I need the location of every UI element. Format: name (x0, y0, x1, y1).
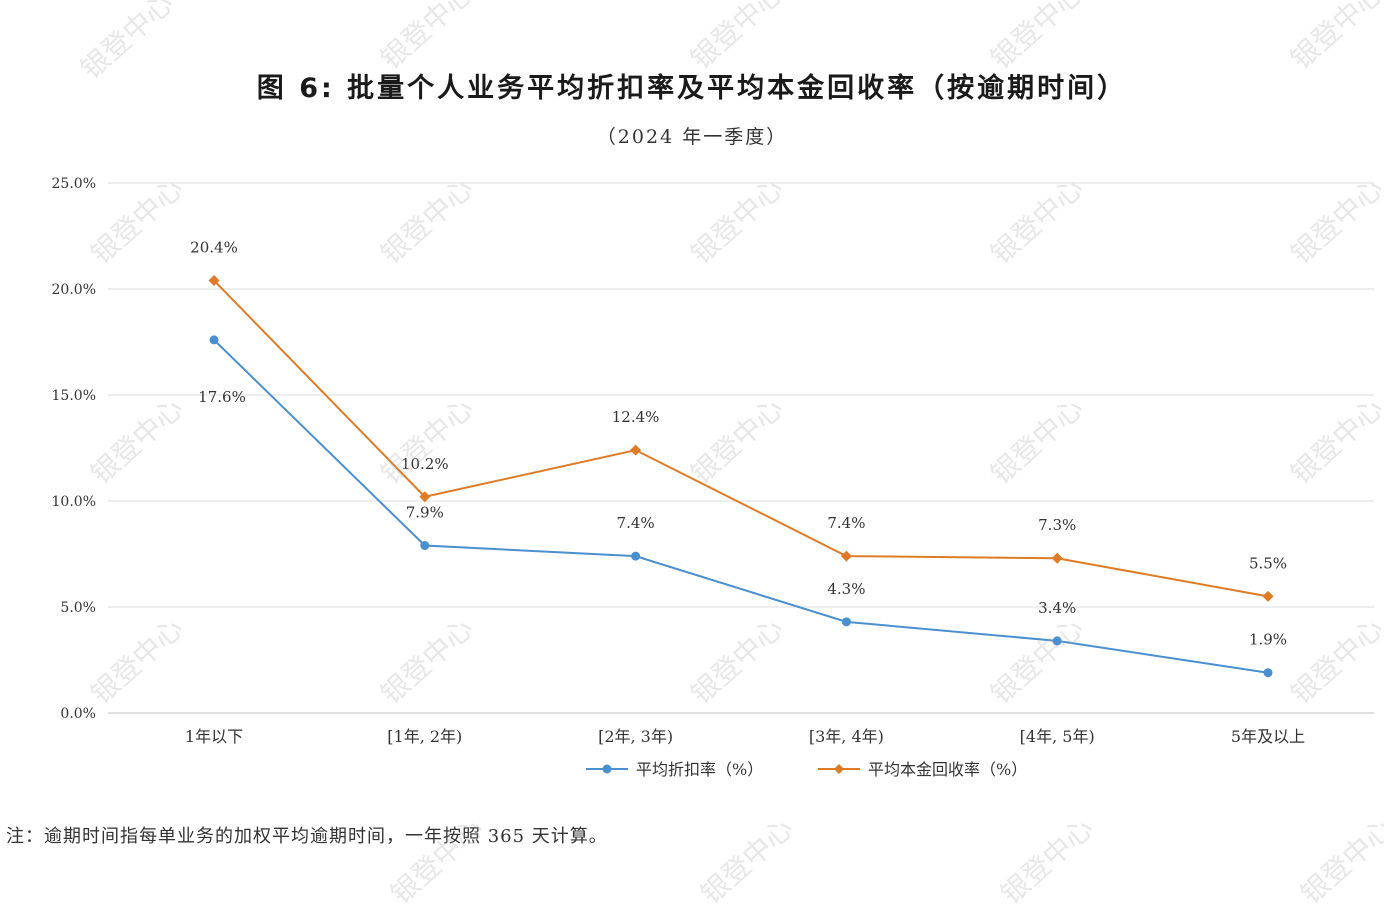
data-point (840, 550, 852, 562)
data-point (630, 444, 642, 456)
data-point (1051, 552, 1063, 564)
y-tick-label: 5.0% (60, 600, 96, 616)
data-label: 10.2% (401, 455, 449, 473)
chart-title: 图 6: 批量个人业务平均折扣率及平均本金回收率（按逾期时间） (256, 73, 1128, 104)
y-tick-label: 25.0% (52, 176, 96, 192)
data-point (1052, 636, 1062, 646)
data-point (1263, 668, 1273, 678)
data-label: 7.9% (406, 504, 444, 522)
series-line (213, 279, 1269, 598)
data-point (419, 491, 431, 503)
line-chart: 0.0% 5.0% 10.0% 15.0% 20.0% 25.0% 1年以下 [1年, 2年)… (52, 176, 1374, 779)
data-label: 5.5% (1249, 554, 1287, 572)
x-tick-label: [1年, 2年) (387, 727, 462, 746)
x-tick-label: 5年及以上 (1231, 727, 1305, 746)
data-label: 4.3% (827, 580, 865, 598)
y-tick-label: 20.0% (52, 282, 96, 298)
data-label: 7.3% (1038, 516, 1076, 534)
legend-label: 平均本金回收率（%） (868, 760, 1027, 779)
x-tick-label: 1年以下 (185, 727, 243, 746)
data-label: 17.6% (198, 388, 246, 406)
data-label: 1.9% (1249, 631, 1287, 649)
data-label: 7.4% (617, 514, 655, 532)
legend-marker (834, 764, 844, 774)
data-label: 12.4% (612, 408, 660, 426)
data-point (420, 541, 430, 551)
data-point (631, 551, 641, 561)
legend-marker (602, 764, 612, 774)
data-point (1262, 590, 1274, 602)
data-point (841, 617, 851, 627)
legend-label: 平均折扣率（%） (636, 760, 763, 779)
x-tick-label: [3年, 4年) (809, 727, 884, 746)
data-label: 20.4% (190, 239, 238, 257)
data-label: 7.4% (827, 514, 865, 532)
y-tick-label: 0.0% (60, 706, 96, 722)
x-tick-label: [2年, 3年) (598, 727, 673, 746)
x-tick-label: [4年, 5年) (1020, 727, 1095, 746)
y-tick-label: 15.0% (52, 388, 96, 404)
chart-subtitle: （2024 年一季度） (596, 126, 788, 148)
data-label: 3.4% (1038, 599, 1076, 617)
data-point (209, 335, 219, 345)
data-point (208, 275, 220, 287)
y-tick-label: 10.0% (52, 494, 96, 510)
footnote: 注：逾期时间指每单业务的加权平均逾期时间，一年按照 365 天计算。 (6, 826, 608, 847)
series-line (213, 339, 1269, 674)
